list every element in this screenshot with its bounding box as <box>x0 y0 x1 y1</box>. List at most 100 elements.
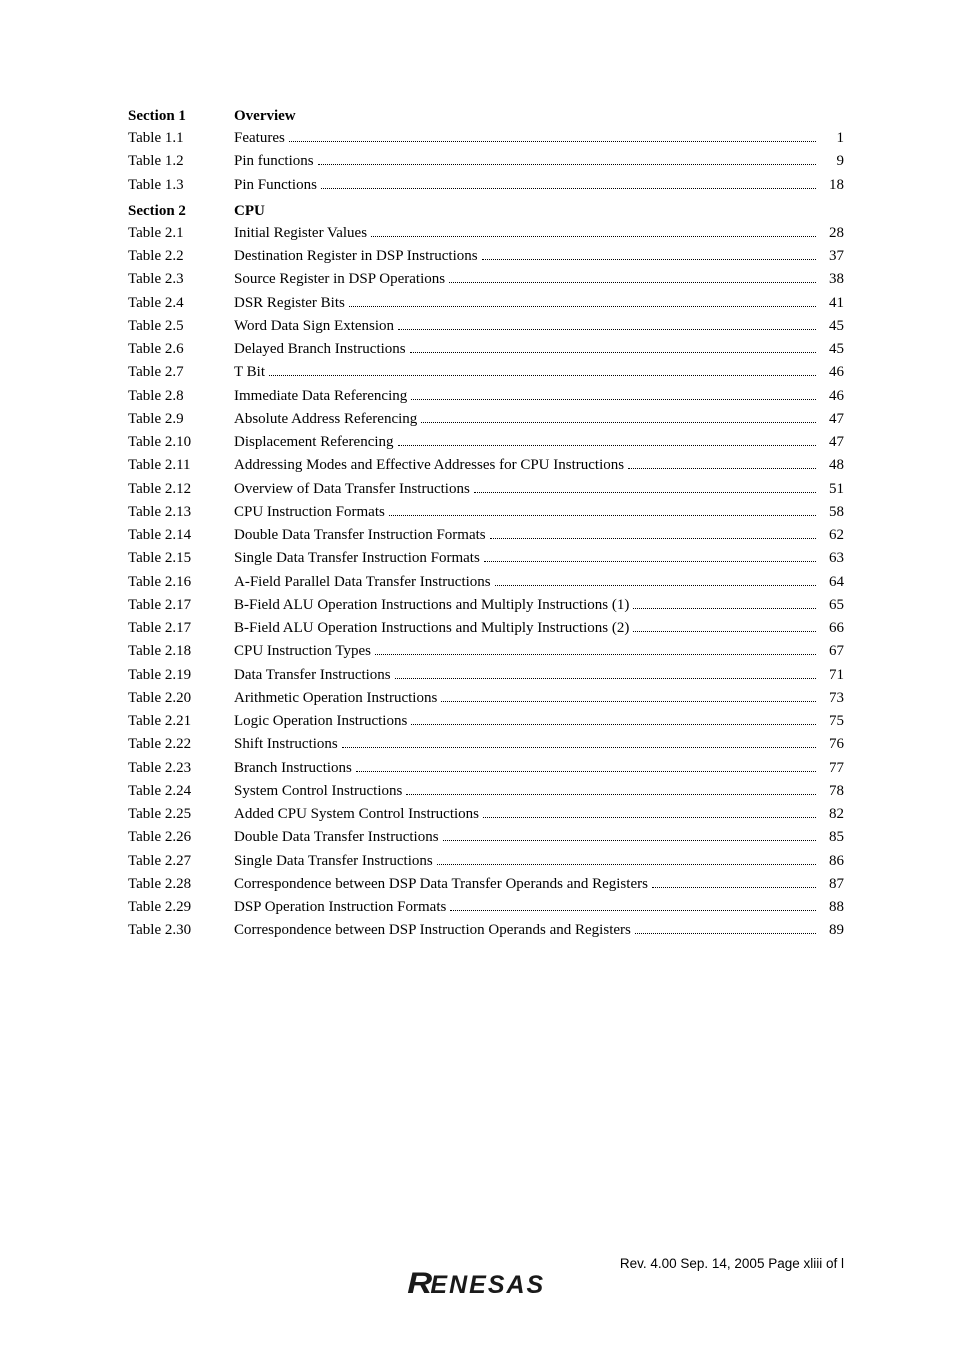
toc-entry-page: 63 <box>820 547 844 570</box>
toc-row: Table 2.30Correspondence between DSP Ins… <box>128 919 844 942</box>
toc-row: Table 2.6Delayed Branch Instructions45 <box>128 338 844 361</box>
toc-entry-label: Table 2.7 <box>128 361 234 384</box>
toc-leader <box>371 236 816 237</box>
toc-row: Table 2.23Branch Instructions77 <box>128 757 844 780</box>
toc-row: Table 2.13CPU Instruction Formats58 <box>128 501 844 524</box>
toc-entry-page: 45 <box>820 315 844 338</box>
toc-entry-label: Table 2.30 <box>128 919 234 942</box>
toc-leader <box>635 933 816 934</box>
toc-leader <box>411 724 816 725</box>
toc-row: Table 2.16A-Field Parallel Data Transfer… <box>128 571 844 594</box>
toc-entry-page: 67 <box>820 640 844 663</box>
toc-entry-page: 78 <box>820 780 844 803</box>
toc-leader <box>484 561 816 562</box>
section-label: Section 1 <box>128 108 234 125</box>
toc-entry-page: 18 <box>820 174 844 197</box>
toc-leader <box>398 445 816 446</box>
toc-entry-title: Absolute Address Referencing <box>234 408 417 431</box>
toc-entry-label: Table 2.18 <box>128 640 234 663</box>
toc-entry-label: Table 1.2 <box>128 150 234 173</box>
toc-row: Table 2.9Absolute Address Referencing47 <box>128 408 844 431</box>
toc-entry-title: Shift Instructions <box>234 733 338 756</box>
toc-leader <box>437 864 816 865</box>
toc-entry-label: Table 2.26 <box>128 826 234 849</box>
toc-entry-label: Table 2.2 <box>128 245 234 268</box>
toc-entry-label: Table 2.14 <box>128 524 234 547</box>
toc-entry-title: Word Data Sign Extension <box>234 315 394 338</box>
toc-entry-title: Added CPU System Control Instructions <box>234 803 479 826</box>
toc-row: Table 2.2Destination Register in DSP Ins… <box>128 245 844 268</box>
toc-row: Table 2.29DSP Operation Instruction Form… <box>128 896 844 919</box>
toc-entry-label: Table 2.20 <box>128 687 234 710</box>
toc-entry-page: 28 <box>820 222 844 245</box>
toc-entry-label: Table 2.12 <box>128 478 234 501</box>
toc-entry-title: Destination Register in DSP Instructions <box>234 245 478 268</box>
toc-row: Table 2.21Logic Operation Instructions 75 <box>128 710 844 733</box>
toc-entry-page: 71 <box>820 664 844 687</box>
toc-entry-label: Table 2.3 <box>128 268 234 291</box>
toc-entry-title: Features <box>234 127 285 150</box>
toc-entry-title: Pin functions <box>234 150 314 173</box>
toc-entry-label: Table 2.21 <box>128 710 234 733</box>
toc-entry-title: B-Field ALU Operation Instructions and M… <box>234 594 629 617</box>
toc-entry-page: 76 <box>820 733 844 756</box>
toc-leader <box>398 329 816 330</box>
toc-row: Table 1.1Features1 <box>128 127 844 150</box>
toc-entry-label: Table 2.16 <box>128 571 234 594</box>
toc-row: Table 1.3Pin Functions18 <box>128 174 844 197</box>
toc-entry-page: 46 <box>820 361 844 384</box>
toc-entry-page: 87 <box>820 873 844 896</box>
toc-entry-label: Table 2.6 <box>128 338 234 361</box>
section-heading: Section 2CPU <box>128 203 844 220</box>
toc-entry-label: Table 2.29 <box>128 896 234 919</box>
toc-entry-label: Table 2.22 <box>128 733 234 756</box>
toc-row: Table 2.1Initial Register Values 28 <box>128 222 844 245</box>
toc-row: Table 2.8Immediate Data Referencing46 <box>128 385 844 408</box>
toc-leader <box>449 282 816 283</box>
toc-row: Table 2.19Data Transfer Instructions71 <box>128 664 844 687</box>
toc-leader <box>443 840 816 841</box>
toc-row: Table 2.4DSR Register Bits41 <box>128 292 844 315</box>
toc-entry-title: Double Data Transfer Instruction Formats <box>234 524 486 547</box>
toc-entry-label: Table 2.10 <box>128 431 234 454</box>
toc-row: Table 2.10Displacement Referencing 47 <box>128 431 844 454</box>
toc-leader <box>395 678 816 679</box>
toc-leader <box>483 817 816 818</box>
toc-entry-label: Table 2.25 <box>128 803 234 826</box>
toc-leader <box>411 399 816 400</box>
toc-leader <box>633 608 816 609</box>
toc-entry-page: 47 <box>820 408 844 431</box>
toc-row: Table 2.17B-Field ALU Operation Instruct… <box>128 594 844 617</box>
toc-entry-title: Overview of Data Transfer Instructions <box>234 478 470 501</box>
toc-leader <box>450 910 816 911</box>
toc-leader <box>406 794 816 795</box>
toc-entry-page: 38 <box>820 268 844 291</box>
toc-entry-title: A-Field Parallel Data Transfer Instructi… <box>234 571 491 594</box>
toc-entry-title: Logic Operation Instructions <box>234 710 407 733</box>
toc-leader <box>321 188 816 189</box>
toc-entry-title: Initial Register Values <box>234 222 367 245</box>
toc-entry-title: Data Transfer Instructions <box>234 664 391 687</box>
section-title: CPU <box>234 203 265 219</box>
toc-row: Table 2.5Word Data Sign Extension45 <box>128 315 844 338</box>
toc-entry-page: 77 <box>820 757 844 780</box>
toc-entry-title: Addressing Modes and Effective Addresses… <box>234 454 624 477</box>
toc-leader <box>633 631 816 632</box>
toc-entry-title: T Bit <box>234 361 265 384</box>
toc-leader <box>269 375 816 376</box>
toc-entry-title: Displacement Referencing <box>234 431 394 454</box>
toc-entry-page: 75 <box>820 710 844 733</box>
toc-entry-page: 73 <box>820 687 844 710</box>
toc-entry-title: DSR Register Bits <box>234 292 345 315</box>
toc-leader <box>410 352 816 353</box>
toc-leader <box>289 141 816 142</box>
toc-leader <box>441 701 816 702</box>
toc-entry-title: Correspondence between DSP Data Transfer… <box>234 873 648 896</box>
toc-leader <box>318 164 816 165</box>
toc-entry-label: Table 2.1 <box>128 222 234 245</box>
toc-entry-page: 47 <box>820 431 844 454</box>
toc-entry-label: Table 1.1 <box>128 127 234 150</box>
toc-entry-title: CPU Instruction Formats <box>234 501 385 524</box>
toc-row: Table 2.20Arithmetic Operation Instructi… <box>128 687 844 710</box>
toc-entry-title: Correspondence between DSP Instruction O… <box>234 919 631 942</box>
